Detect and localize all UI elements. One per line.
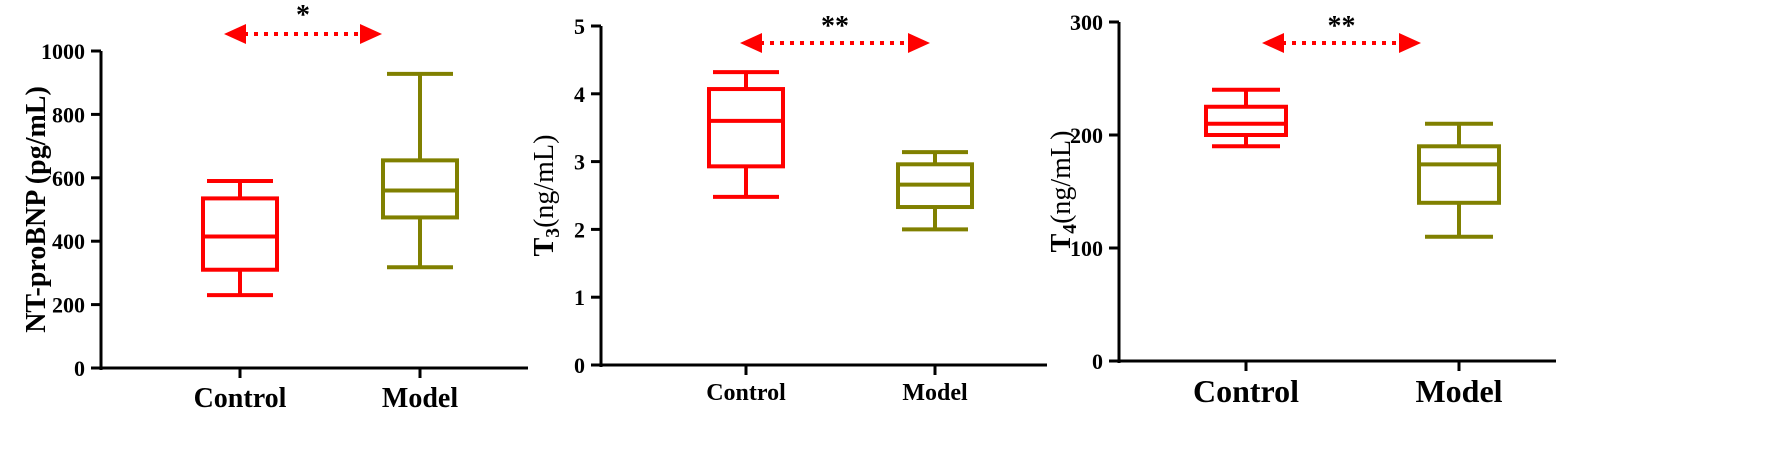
arrowhead-right bbox=[360, 24, 382, 44]
arrowhead-right bbox=[1399, 33, 1421, 53]
significance-label: ** bbox=[821, 11, 849, 42]
x-category-label: Control bbox=[706, 380, 786, 406]
arrowhead-left bbox=[740, 33, 762, 53]
iqr-box bbox=[707, 87, 785, 169]
x-category-label: Model bbox=[1415, 373, 1502, 409]
box-control bbox=[1204, 87, 1288, 149]
y-tick-label: 1000 bbox=[41, 39, 85, 64]
arrowhead-left bbox=[224, 24, 246, 44]
y-tick-label: 0 bbox=[1092, 349, 1103, 374]
y-tick-label: 100 bbox=[1070, 236, 1103, 261]
y-tick-label: 800 bbox=[52, 102, 85, 127]
y-tick-label: 300 bbox=[1070, 10, 1103, 35]
significance-arrow: ** bbox=[1262, 11, 1421, 53]
y-tick-label: 200 bbox=[1070, 123, 1103, 148]
significance-label: ** bbox=[1328, 11, 1356, 42]
box-model bbox=[1417, 121, 1501, 239]
x-category-label: Control bbox=[194, 383, 287, 414]
significance-label: * bbox=[296, 0, 310, 31]
significance-arrow: * bbox=[224, 0, 382, 44]
iqr-box bbox=[1204, 104, 1288, 137]
x-category-label: Model bbox=[382, 383, 458, 414]
significance-arrow: ** bbox=[740, 11, 930, 53]
y-tick-label: 3 bbox=[574, 150, 585, 175]
box-control bbox=[707, 70, 785, 199]
y-axis-label: T3(ng/mL) bbox=[529, 135, 564, 257]
arrowhead-left bbox=[1262, 33, 1284, 53]
y-tick-label: 5 bbox=[574, 14, 585, 39]
box-model bbox=[381, 71, 459, 270]
y-tick-label: 400 bbox=[52, 229, 85, 254]
chart-panel-3: 0 100 200 300 Control Model T4(ng/mL) ** bbox=[1046, 10, 1556, 409]
iqr-box bbox=[1417, 144, 1501, 205]
y-tick-label: 0 bbox=[574, 353, 585, 378]
y-tick-label: 600 bbox=[52, 166, 85, 191]
x-category-label: Control bbox=[1193, 373, 1299, 409]
y-tick-label: 1 bbox=[574, 285, 585, 310]
y-tick-label: 200 bbox=[52, 293, 85, 318]
chart-panel-1: 0 200 400 600 800 1000 Control Model NT-proBNP (… bbox=[21, 0, 528, 414]
x-category-label: Model bbox=[902, 380, 968, 406]
chart-panel-2: 0 1 2 3 4 5 Control Model T3(ng/mL) ** bbox=[529, 11, 1047, 406]
y-tick-label: 2 bbox=[574, 217, 585, 242]
arrowhead-right bbox=[908, 33, 930, 53]
y-tick-label: 0 bbox=[74, 356, 85, 381]
y-axis-label: NT-proBNP (pg/mL) bbox=[21, 86, 52, 333]
y-axis-label: T4(ng/mL) bbox=[1046, 131, 1081, 253]
iqr-box bbox=[201, 196, 279, 272]
box-model bbox=[896, 150, 974, 232]
box-control bbox=[201, 178, 279, 298]
y-tick-label: 4 bbox=[574, 82, 585, 107]
